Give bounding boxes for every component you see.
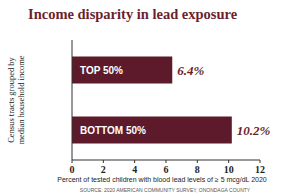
x-tick-label: 6 (164, 164, 169, 175)
x-tick-label: 0 (70, 164, 75, 175)
data-label: 6.4% (177, 63, 204, 78)
bars (72, 57, 232, 144)
source: SOURCE: 2020 AMERICAN COMMUNITY SURVEY, … (80, 187, 251, 193)
bar (72, 57, 172, 84)
x-tick (166, 160, 167, 163)
x-tick (228, 160, 229, 163)
x-tick (260, 160, 261, 163)
x-tick (197, 160, 198, 163)
x-axis-label: Percent of tested children with blood le… (57, 176, 267, 184)
x-tick-label: 2 (101, 164, 106, 175)
y-axis-label-line: Census tracts grouped by (6, 56, 16, 142)
x-tick (134, 160, 135, 163)
x-tick-label: 8 (195, 164, 200, 175)
x-tick-label: 12 (255, 164, 265, 175)
x-tick-label: 4 (132, 164, 137, 175)
y-axis-label: Census tracts grouped bymedian household… (6, 55, 26, 144)
x-tick-label: 10 (224, 164, 234, 175)
x-tick (72, 160, 73, 163)
data-label: 10.2% (237, 123, 271, 138)
y-axis-line (72, 40, 73, 160)
title: Income disparity in lead exposure (28, 6, 238, 22)
y-axis-label-line: median household income (16, 55, 26, 144)
chart: Income disparity in lead exposure Census … (0, 0, 300, 195)
category-label: BOTTOM 50% (80, 125, 146, 136)
category-label: TOP 50% (80, 65, 123, 76)
bar (72, 117, 232, 144)
x-tick (103, 160, 104, 163)
